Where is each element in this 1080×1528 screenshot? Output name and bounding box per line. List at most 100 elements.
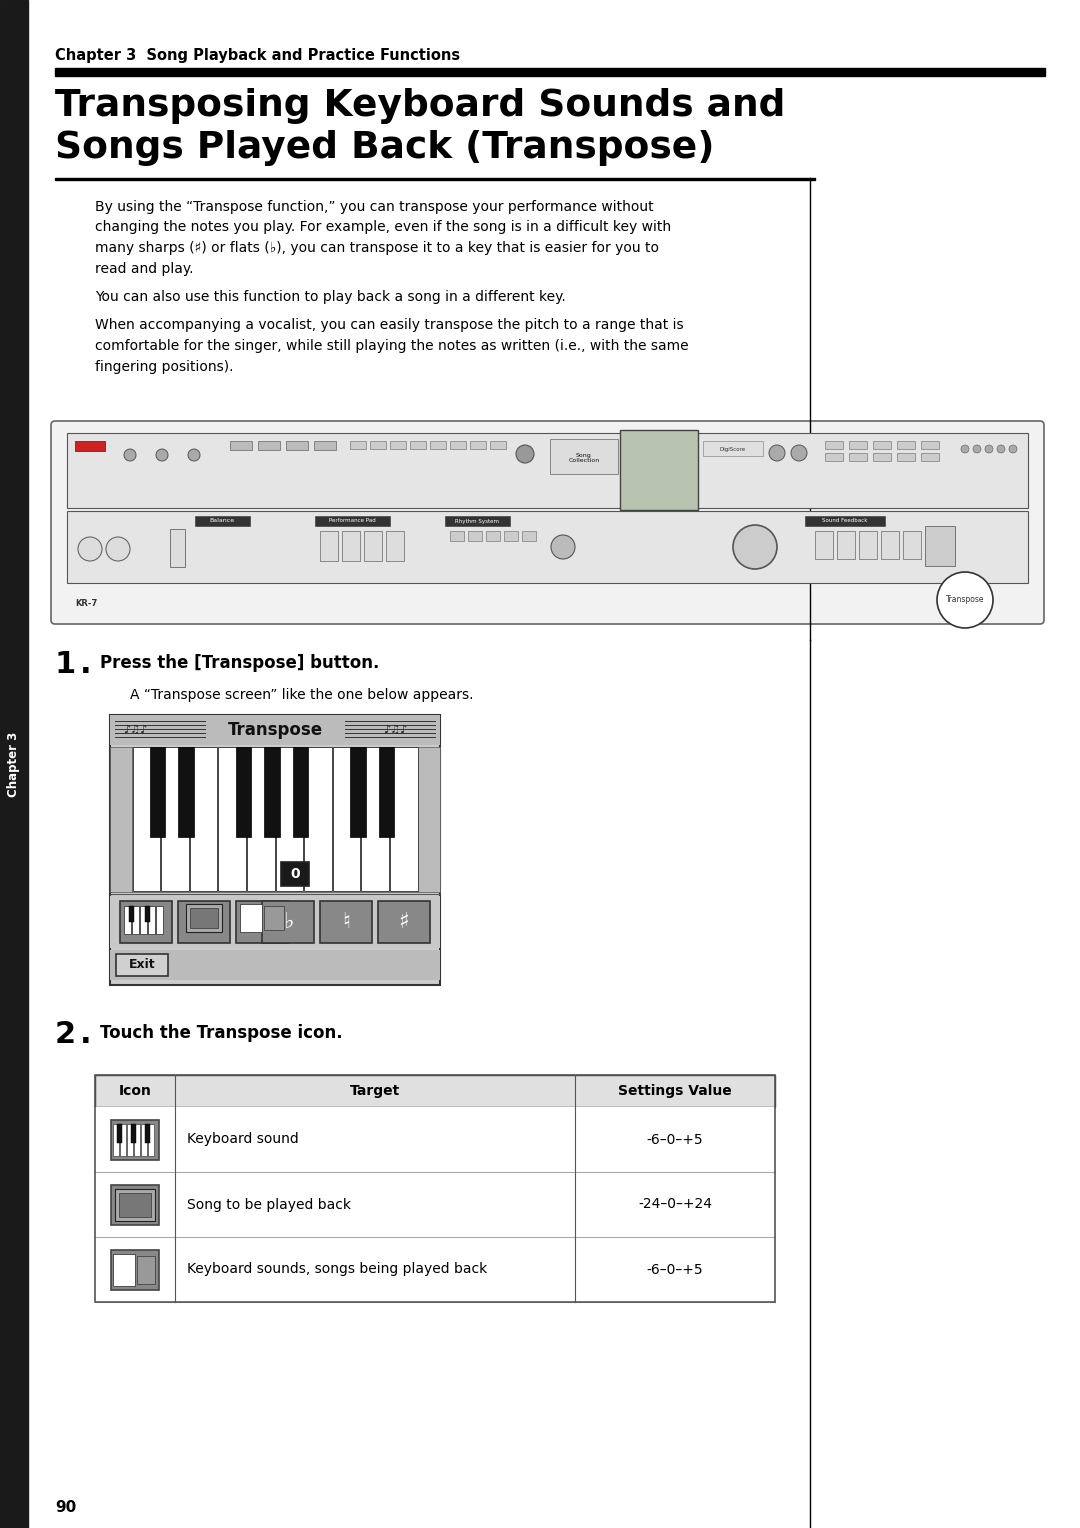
Bar [620,429,698,510]
Bar [418,747,440,892]
Text: Press the [Transpose] button.: Press the [Transpose] button. [100,654,379,672]
Text: KR-7: KR-7 [75,599,97,608]
Bar [550,439,618,474]
Bar [378,902,430,943]
Text: Balance: Balance [210,518,234,524]
Bar [315,516,390,526]
Bar [450,532,464,541]
Circle shape [124,449,136,461]
Text: Transposing Keyboard Sounds and: Transposing Keyboard Sounds and [55,89,785,124]
Bar [127,1123,133,1155]
Circle shape [1009,445,1017,452]
Bar [305,747,332,891]
Bar [95,1076,775,1106]
Bar [849,442,867,449]
Bar [145,906,150,921]
Circle shape [791,445,807,461]
Bar [170,529,185,567]
Bar [235,747,252,837]
Bar [141,1123,147,1155]
Bar [67,432,1028,507]
Bar [490,442,507,449]
Bar [150,747,165,837]
Text: Performance Pad: Performance Pad [328,518,376,524]
Bar [110,747,132,892]
Circle shape [551,535,575,559]
Bar [240,905,262,932]
Text: 0: 0 [291,866,300,882]
Bar [386,532,404,561]
Bar [390,442,406,449]
Text: Keyboard sound: Keyboard sound [187,1132,299,1146]
Text: 1: 1 [55,649,77,678]
Text: Settings Value: Settings Value [618,1083,732,1099]
Bar [0,0,28,1528]
Bar [247,747,274,891]
Bar [131,1123,136,1143]
Bar [195,516,249,526]
Bar [486,532,500,541]
Bar [186,905,222,932]
Bar [350,442,366,449]
Bar [450,442,465,449]
Bar [264,906,284,931]
Text: Touch the Transpose icon.: Touch the Transpose icon. [100,1024,342,1042]
Bar [378,747,394,837]
Circle shape [188,449,200,461]
Text: Exit: Exit [129,958,156,972]
Bar [837,532,855,559]
Text: Songs Played Back (Transpose): Songs Played Back (Transpose) [55,130,715,167]
Bar [314,442,336,451]
Bar [113,1253,135,1285]
Text: A “Transpose screen” like the one below appears.: A “Transpose screen” like the one below … [130,688,473,701]
Bar [468,532,482,541]
Text: -24–0–+24: -24–0–+24 [638,1198,712,1212]
Text: -6–0–+5: -6–0–+5 [647,1132,703,1146]
Bar [55,69,1045,76]
Bar [362,747,389,891]
Text: By using the “Transpose function,” you can transpose your performance without: By using the “Transpose function,” you c… [95,200,653,214]
Bar [410,442,426,449]
Bar [132,906,139,934]
Bar [230,442,252,451]
Bar [370,442,386,449]
Bar [921,452,939,461]
Circle shape [78,536,102,561]
Bar [111,1250,159,1290]
Bar [129,906,134,921]
Bar [95,1076,775,1302]
Circle shape [733,526,777,568]
Text: Transpose: Transpose [946,596,984,605]
Bar [897,442,915,449]
Bar [921,442,939,449]
Bar [134,1123,140,1155]
Text: comfortable for the singer, while still playing the notes as written (i.e., with: comfortable for the singer, while still … [95,339,689,353]
Text: When accompanying a vocalist, you can easily transpose the pitch to a range that: When accompanying a vocalist, you can ea… [95,318,684,333]
Bar [110,895,440,947]
Text: Sound Feedback: Sound Feedback [822,518,867,524]
Text: .: . [80,649,92,678]
Bar [320,532,338,561]
Text: 2: 2 [55,1021,76,1050]
Bar [148,1123,154,1155]
Circle shape [997,445,1005,452]
Text: Song
Collection: Song Collection [568,452,599,463]
Bar [504,532,518,541]
Bar [825,442,843,449]
Bar [903,532,921,559]
Bar [320,902,372,943]
Bar [132,747,418,892]
Bar [333,747,361,891]
Bar [95,1106,775,1172]
Bar [237,902,288,943]
Bar [113,1123,119,1155]
Bar [178,902,230,943]
Bar [218,747,246,891]
Text: You can also use this function to play back a song in a different key.: You can also use this function to play b… [95,290,566,304]
Bar [190,747,217,891]
Bar [137,1256,156,1284]
Bar [805,516,885,526]
Circle shape [106,536,130,561]
Bar [390,747,418,891]
Text: Keyboard sounds, songs being played back: Keyboard sounds, songs being played back [187,1262,487,1276]
